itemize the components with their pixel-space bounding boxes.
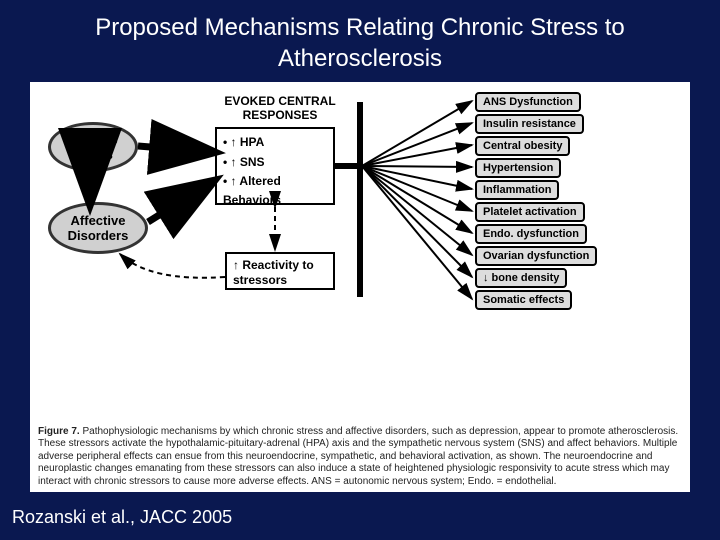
- outcome-3: Hypertension: [475, 158, 561, 178]
- outcome-0: ANS Dysfunction: [475, 92, 581, 112]
- caption-label: Figure 7.: [38, 426, 80, 437]
- slide-title: Proposed Mechanisms Relating Chronic Str…: [0, 0, 720, 82]
- node-reactivity: ↑ Reactivity to stressors: [225, 252, 335, 290]
- outcome-2: Central obesity: [475, 136, 570, 156]
- figure-panel: EVOKED CENTRAL RESPONSES Chronic Stress …: [30, 82, 690, 492]
- node-affective-disorders: Affective Disorders: [48, 202, 148, 254]
- figure-caption: Figure 7. Pathophysiologic mechanisms by…: [38, 426, 682, 489]
- node-responses: • ↑ HPA • ↑ SNS • ↑ Altered Behaviors: [215, 127, 335, 205]
- citation: Rozanski et al., JACC 2005: [12, 507, 232, 528]
- outcome-1: Insulin resistance: [475, 114, 584, 134]
- outcome-7: Ovarian dysfunction: [475, 246, 597, 266]
- outcome-9: Somatic effects: [475, 290, 572, 310]
- outcome-6: Endo. dysfunction: [475, 224, 587, 244]
- evoked-header: EVOKED CENTRAL RESPONSES: [215, 94, 345, 122]
- caption-text: Pathophysiologic mechanisms by which chr…: [38, 426, 678, 487]
- outcome-4: Inflammation: [475, 180, 559, 200]
- response-line: • ↑ Altered Behaviors: [223, 172, 327, 210]
- outcome-8: ↓ bone density: [475, 268, 567, 288]
- node-chronic-stress: Chronic Stress: [48, 122, 138, 172]
- response-line: • ↑ SNS: [223, 153, 327, 172]
- outcome-5: Platelet activation: [475, 202, 585, 222]
- response-line: • ↑ HPA: [223, 133, 327, 152]
